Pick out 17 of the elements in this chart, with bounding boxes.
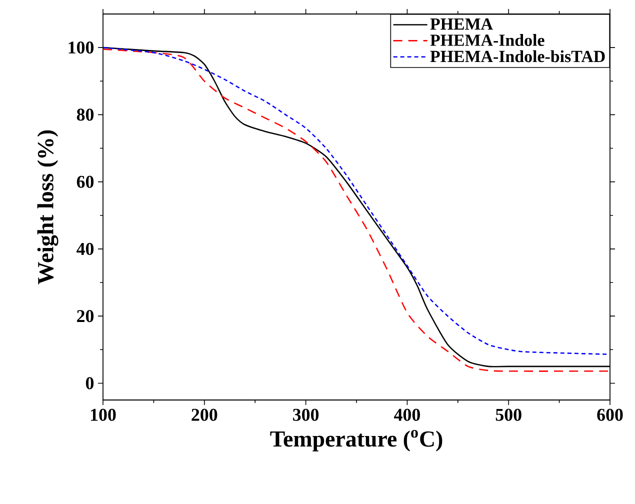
- y-tick-label: 20: [77, 310, 94, 322]
- x-tick-label: 400: [394, 408, 420, 421]
- y-tick-label: 100: [68, 42, 94, 54]
- x-tick-label: 200: [192, 408, 218, 421]
- legend-label: PHEMA-Indole: [430, 34, 544, 46]
- y-axis-title: Weight loss (%): [37, 130, 58, 284]
- y-tick-label: 80: [76, 108, 94, 121]
- y-tick-label: 60: [76, 176, 94, 188]
- x-tick-label: 300: [293, 408, 319, 421]
- x-tick-label: 100: [90, 408, 116, 421]
- y-tick-label: 0: [86, 377, 94, 390]
- x-axis-title: Temperature ($^{o}$C): [270, 430, 442, 452]
- legend-label: PHEMA-Indole-bisTAD: [430, 50, 605, 62]
- legend-label: PHEMA: [430, 18, 493, 30]
- y-tick-label: 40: [76, 242, 94, 255]
- x-tick-label: 600: [597, 408, 623, 421]
- x-tick-label: 500: [496, 408, 522, 421]
